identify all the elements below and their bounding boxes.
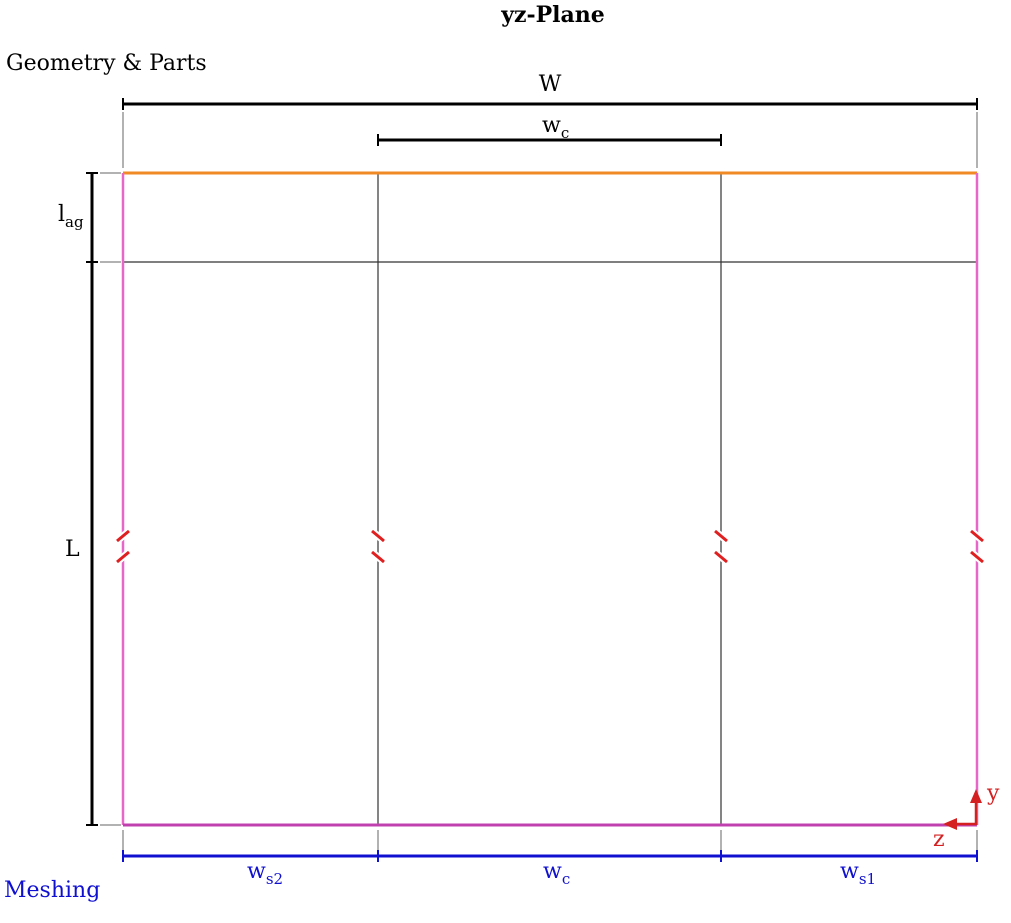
break-mark-left: [114, 528, 132, 565]
break-mark-right: [968, 528, 986, 565]
break-marks: [114, 528, 986, 565]
mesh-center-label: wc: [543, 859, 570, 888]
z-axis-label: z: [933, 827, 945, 852]
air-gap-dimension: lag: [58, 172, 121, 262]
total-width-dimension: W: [122, 72, 978, 168]
center-width-label: wc: [542, 113, 569, 142]
coordinate-axes: y z: [933, 781, 1000, 852]
break-mark-inner-left: [369, 528, 387, 565]
mesh-extension-lines: [122, 830, 978, 850]
total-width-label: W: [539, 72, 562, 97]
geometry-section-label: Geometry & Parts: [6, 51, 207, 76]
diagram-title: yz-Plane: [500, 2, 605, 28]
mesh-side1-label: ws1: [840, 859, 876, 888]
center-width-dimension: wc: [377, 113, 722, 146]
length-dimension: L: [65, 261, 121, 826]
break-mark-inner-right: [712, 528, 730, 565]
meshing-section-label: Meshing: [4, 878, 100, 903]
inner-partition-lines: [123, 173, 977, 825]
mesh-side2-label: ws2: [247, 859, 283, 888]
mesh-dimension-line: [122, 850, 978, 862]
y-axis-label: y: [986, 781, 1000, 806]
air-gap-label: lag: [58, 202, 84, 231]
length-label: L: [65, 537, 80, 562]
